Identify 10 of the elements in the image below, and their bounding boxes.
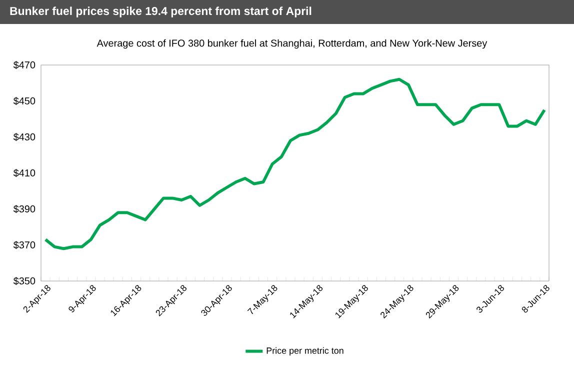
y-tick-label: $450 [13, 96, 36, 106]
chart-title: Bunker fuel prices spike 19.4 percent from start of April [10, 6, 312, 18]
y-tick-label: $390 [13, 204, 36, 214]
chart-subtitle: Average cost of IFO 380 bunker fuel at Shanghai, Rotterdam, and New York-New Jersey [96, 39, 488, 49]
y-tick-label: $410 [13, 168, 36, 178]
legend-label: Price per metric ton [266, 347, 344, 356]
y-tick-label: $430 [13, 132, 36, 142]
y-tick-label: $370 [13, 240, 36, 250]
y-tick-label: $470 [13, 60, 36, 70]
y-tick-label: $350 [13, 276, 36, 286]
